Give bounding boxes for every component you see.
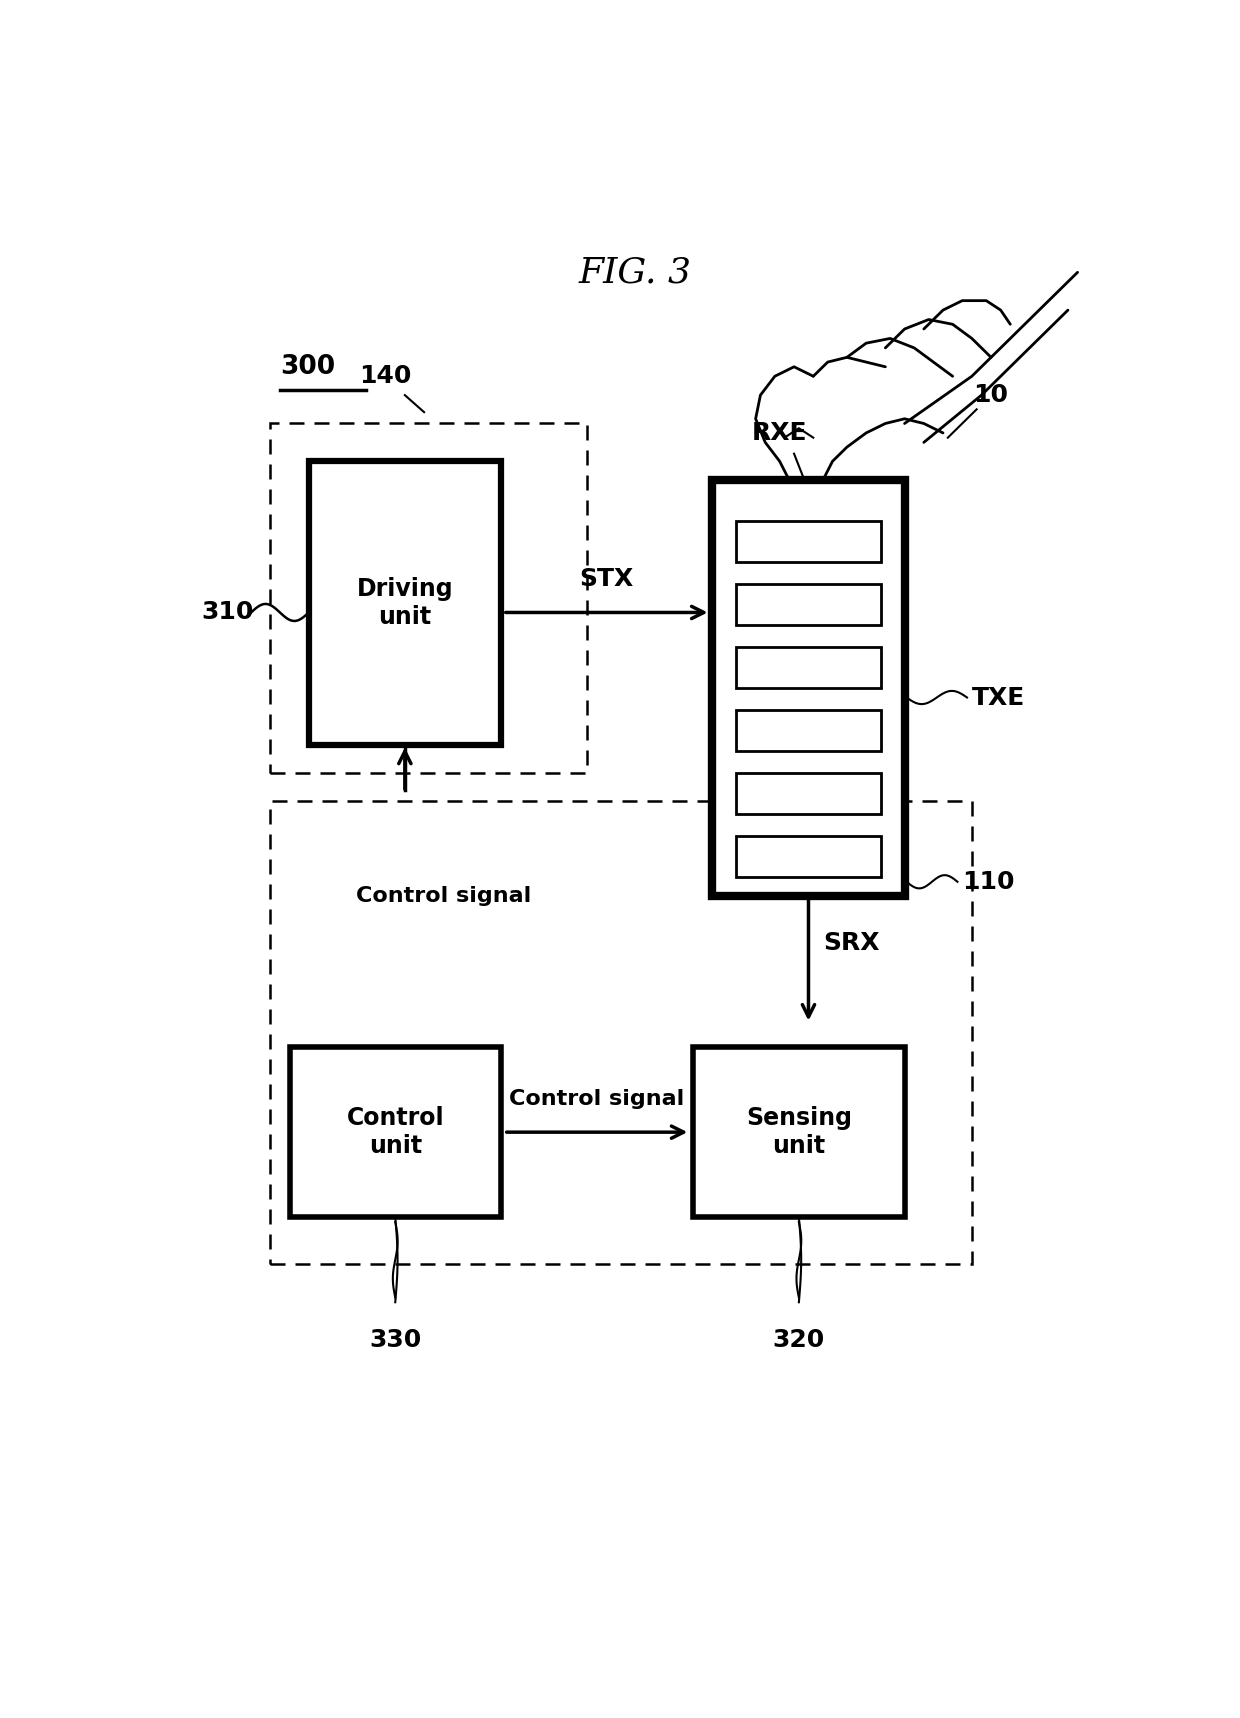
Bar (737, 584, 880, 625)
Text: Sensing
unit: Sensing unit (746, 1106, 852, 1158)
Text: Driving
unit: Driving unit (357, 577, 453, 629)
Bar (737, 521, 880, 562)
Bar (693, 1046, 904, 1216)
Text: SRX: SRX (823, 931, 879, 955)
Bar (737, 837, 880, 876)
Bar (737, 710, 880, 751)
Bar (270, 424, 588, 773)
Text: Control signal: Control signal (510, 1089, 684, 1110)
Text: 310: 310 (201, 601, 253, 624)
Text: 330: 330 (370, 1328, 422, 1352)
Text: 110: 110 (962, 869, 1014, 893)
Text: Control
unit: Control unit (346, 1106, 444, 1158)
Bar (289, 1046, 501, 1216)
Text: 10: 10 (973, 383, 1008, 407)
Text: 140: 140 (360, 364, 412, 388)
Text: RXE: RXE (751, 421, 807, 445)
Bar (737, 648, 880, 687)
Text: 320: 320 (773, 1328, 825, 1352)
Text: FIG. 3: FIG. 3 (579, 256, 692, 289)
Bar (737, 773, 880, 814)
Text: 300: 300 (280, 354, 335, 380)
Bar (309, 462, 501, 746)
Text: Control signal: Control signal (356, 886, 531, 905)
Text: TXE: TXE (972, 685, 1025, 710)
Bar (712, 481, 904, 897)
Bar (270, 801, 972, 1264)
Text: STX: STX (579, 567, 634, 591)
